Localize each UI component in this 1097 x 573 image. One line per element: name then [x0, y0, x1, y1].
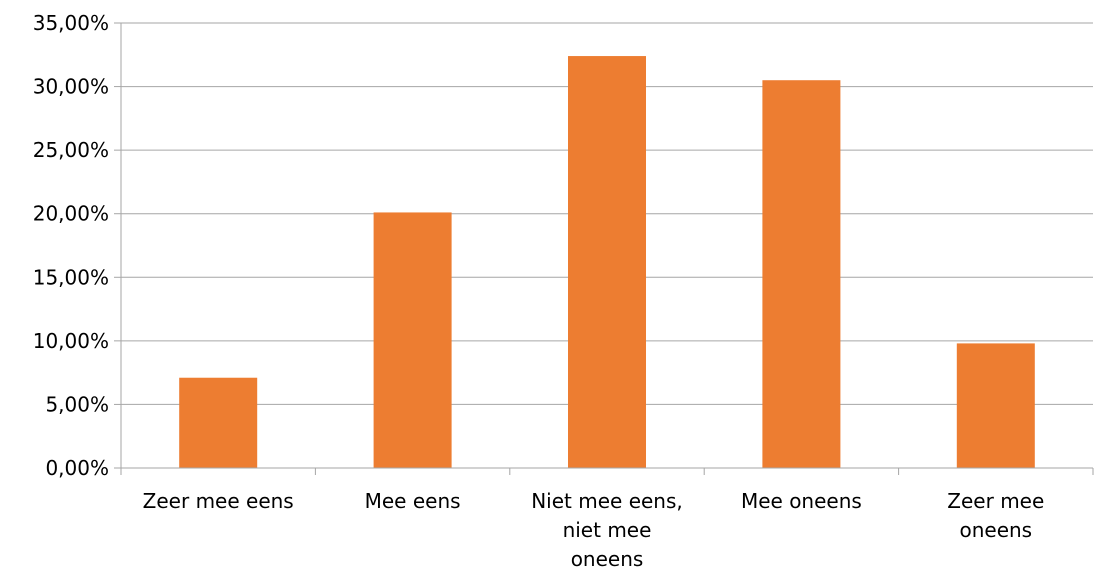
bar	[956, 343, 1035, 468]
y-tick-label: 20,00%	[33, 202, 109, 226]
x-category-label: Niet mee eens, niet mee oneens	[531, 489, 683, 571]
y-tick-label: 5,00%	[45, 392, 109, 416]
y-tick-label: 15,00%	[33, 265, 109, 289]
x-category-label-line: Mee eens	[365, 489, 461, 513]
x-category-label-line: niet mee	[563, 518, 652, 542]
x-category-label-line: oneens	[959, 518, 1032, 542]
axes	[114, 22, 1094, 475]
bar	[568, 56, 646, 469]
y-tick-label: 35,00%	[33, 11, 109, 35]
x-category-label: Zeer mee oneens	[947, 489, 1044, 542]
x-category-label: Zeer mee eens	[143, 489, 294, 513]
y-tick-label: 10,00%	[33, 329, 109, 353]
bars	[179, 56, 1035, 469]
x-category-labels: Zeer mee eens Mee eens Niet mee eens, niet …	[143, 489, 1045, 571]
x-category-label-line: Zeer mee	[947, 489, 1044, 513]
x-category-label-line: Zeer mee eens	[143, 489, 294, 513]
x-category-label-line: Mee oneens	[741, 489, 862, 513]
y-tick-label: 25,00%	[33, 138, 109, 162]
x-category-label-line: Niet mee eens,	[531, 489, 683, 513]
y-tick-label: 0,00%	[45, 456, 109, 480]
x-category-label: Mee eens	[365, 489, 461, 513]
y-tick-labels: 0,00% 5,00% 10,00% 15,00% 20,00% 25,00% 30,00%…	[33, 11, 109, 480]
x-category-label-line: oneens	[571, 547, 644, 571]
bar	[373, 212, 452, 468]
bar	[762, 80, 841, 468]
x-category-label: Mee oneens	[741, 489, 862, 513]
y-tick-label: 30,00%	[33, 75, 109, 99]
bar	[179, 377, 258, 468]
